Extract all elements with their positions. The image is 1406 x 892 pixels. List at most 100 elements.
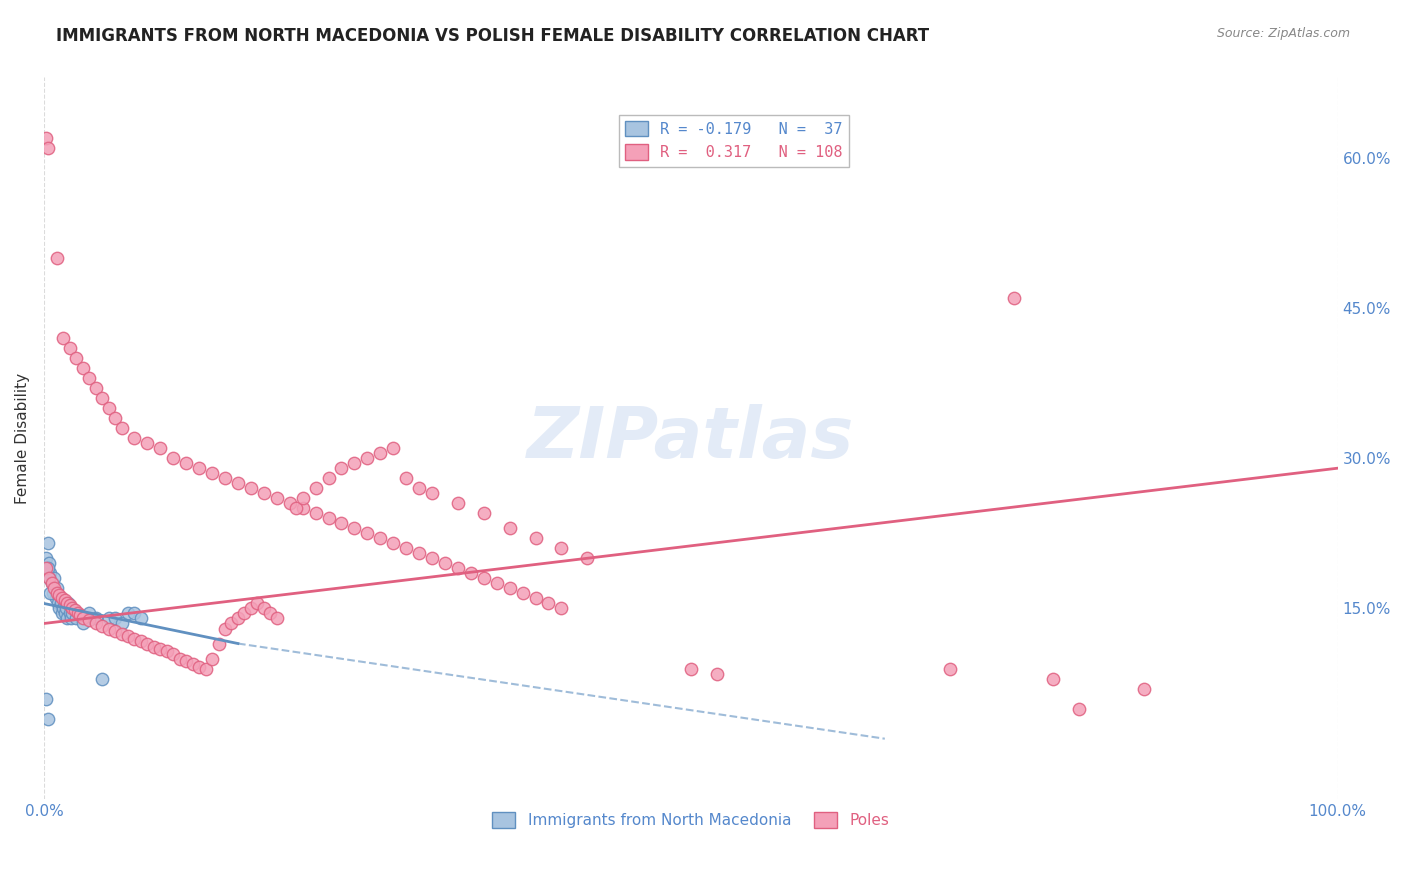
- Point: [51, 607, 73, 621]
- Point: [124, 607, 146, 621]
- Point: [110, 626, 132, 640]
- Point: [59, 341, 82, 355]
- Point: [41, 576, 63, 591]
- Point: [174, 456, 197, 470]
- Point: [382, 441, 405, 455]
- Point: [72, 616, 94, 631]
- Point: [318, 471, 340, 485]
- Point: [51, 591, 73, 606]
- Point: [524, 591, 547, 606]
- Point: [35, 551, 58, 566]
- Point: [233, 607, 256, 621]
- Point: [368, 446, 391, 460]
- Point: [221, 616, 243, 631]
- Point: [485, 576, 508, 591]
- Point: [194, 662, 217, 676]
- Point: [938, 662, 960, 676]
- Point: [207, 636, 229, 650]
- Point: [60, 601, 83, 615]
- Point: [382, 536, 405, 550]
- Point: [214, 622, 236, 636]
- Point: [142, 640, 165, 654]
- Point: [77, 607, 100, 621]
- Point: [91, 391, 114, 405]
- Point: [49, 597, 72, 611]
- Point: [162, 451, 184, 466]
- Point: [537, 597, 560, 611]
- Point: [37, 712, 59, 726]
- Point: [41, 576, 63, 591]
- Point: [91, 672, 114, 686]
- Point: [104, 411, 127, 425]
- Point: [368, 532, 391, 546]
- Point: [44, 582, 66, 596]
- Point: [56, 597, 79, 611]
- Legend: Immigrants from North Macedonia, Poles: Immigrants from North Macedonia, Poles: [486, 806, 896, 835]
- Point: [679, 662, 702, 676]
- Y-axis label: Female Disability: Female Disability: [15, 373, 30, 504]
- Point: [149, 441, 172, 455]
- Point: [259, 607, 281, 621]
- Point: [420, 486, 443, 500]
- Point: [72, 611, 94, 625]
- Point: [524, 532, 547, 546]
- Point: [56, 611, 79, 625]
- Point: [1132, 681, 1154, 696]
- Point: [330, 516, 353, 531]
- Point: [72, 361, 94, 376]
- Text: ZIPatlas: ZIPatlas: [527, 404, 855, 473]
- Point: [420, 551, 443, 566]
- Point: [52, 331, 75, 345]
- Point: [291, 501, 314, 516]
- Point: [97, 611, 120, 625]
- Point: [124, 431, 146, 445]
- Point: [498, 582, 520, 596]
- Point: [37, 536, 59, 550]
- Point: [706, 666, 728, 681]
- Point: [69, 608, 91, 623]
- Point: [304, 506, 326, 520]
- Point: [239, 601, 262, 615]
- Point: [343, 456, 366, 470]
- Point: [1067, 701, 1090, 715]
- Point: [48, 589, 70, 603]
- Point: [356, 451, 378, 466]
- Point: [447, 561, 470, 575]
- Point: [188, 461, 211, 475]
- Point: [512, 586, 534, 600]
- Point: [266, 491, 288, 506]
- Point: [104, 611, 127, 625]
- Point: [395, 541, 418, 556]
- Point: [174, 654, 197, 668]
- Point: [356, 526, 378, 541]
- Text: IMMIGRANTS FROM NORTH MACEDONIA VS POLISH FEMALE DISABILITY CORRELATION CHART: IMMIGRANTS FROM NORTH MACEDONIA VS POLIS…: [56, 27, 929, 45]
- Point: [63, 603, 86, 617]
- Point: [59, 607, 82, 621]
- Point: [226, 476, 249, 491]
- Point: [48, 601, 70, 615]
- Point: [408, 481, 430, 495]
- Point: [576, 551, 599, 566]
- Point: [472, 571, 495, 585]
- Point: [330, 461, 353, 475]
- Point: [149, 641, 172, 656]
- Point: [39, 566, 62, 581]
- Point: [97, 401, 120, 415]
- Point: [201, 651, 224, 665]
- Point: [53, 593, 76, 607]
- Point: [44, 591, 66, 606]
- Point: [97, 622, 120, 636]
- Point: [129, 633, 152, 648]
- Point: [60, 607, 83, 621]
- Point: [253, 601, 276, 615]
- Point: [84, 381, 107, 395]
- Point: [253, 486, 276, 500]
- Point: [84, 611, 107, 625]
- Point: [460, 566, 482, 581]
- Point: [117, 628, 139, 642]
- Point: [45, 586, 67, 600]
- Point: [60, 611, 83, 625]
- Point: [53, 607, 76, 621]
- Point: [136, 636, 159, 650]
- Point: [104, 624, 127, 638]
